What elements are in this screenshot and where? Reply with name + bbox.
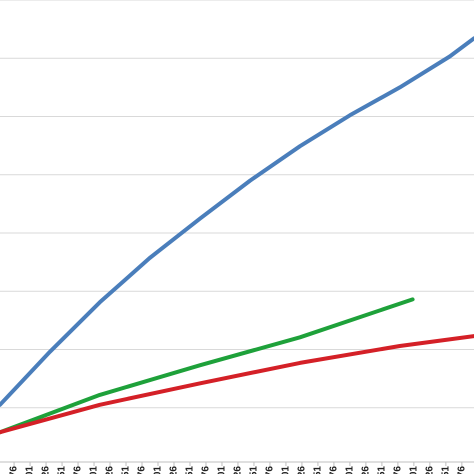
x-tick-label: 601 [345,466,356,474]
x-tick-label: 576 [329,466,340,474]
x-tick-label: 101 [25,466,36,474]
x-tick-label: 326 [169,466,180,474]
line-series [0,334,474,435]
x-tick-label: 451 [249,466,260,474]
x-tick-label: 251 [121,466,132,474]
x-tick-label: 526 [297,466,308,474]
x-tick-label: 626 [361,466,372,474]
x-tick-label: 651 [377,466,388,474]
x-tick-label: 176 [73,466,84,474]
x-tick-label: 126 [41,466,52,474]
x-tick-label: 151 [57,466,68,474]
x-tick-label: 351 [185,466,196,474]
x-tick-label: 426 [233,466,244,474]
x-tick-label: 226 [105,466,116,474]
x-tick-label: 276 [137,466,148,474]
x-tick-label: 476 [265,466,276,474]
x-tick-label: 701 [409,466,420,474]
x-tick-label: 551 [313,466,324,474]
x-tick-label: 201 [89,466,100,474]
x-tick-label: 776 [456,466,467,474]
x-tick-label: 401 [217,466,228,474]
x-tick-label: 751 [440,466,451,474]
x-tick-label: 376 [201,466,212,474]
x-tick-label: 501 [281,466,292,474]
x-tick-label: 726 [425,466,436,474]
x-tick-label: 301 [153,466,164,474]
x-tick-label: 76 [9,466,20,474]
x-tick-label: 676 [393,466,404,474]
line-series [0,36,474,407]
line-series [0,297,415,435]
